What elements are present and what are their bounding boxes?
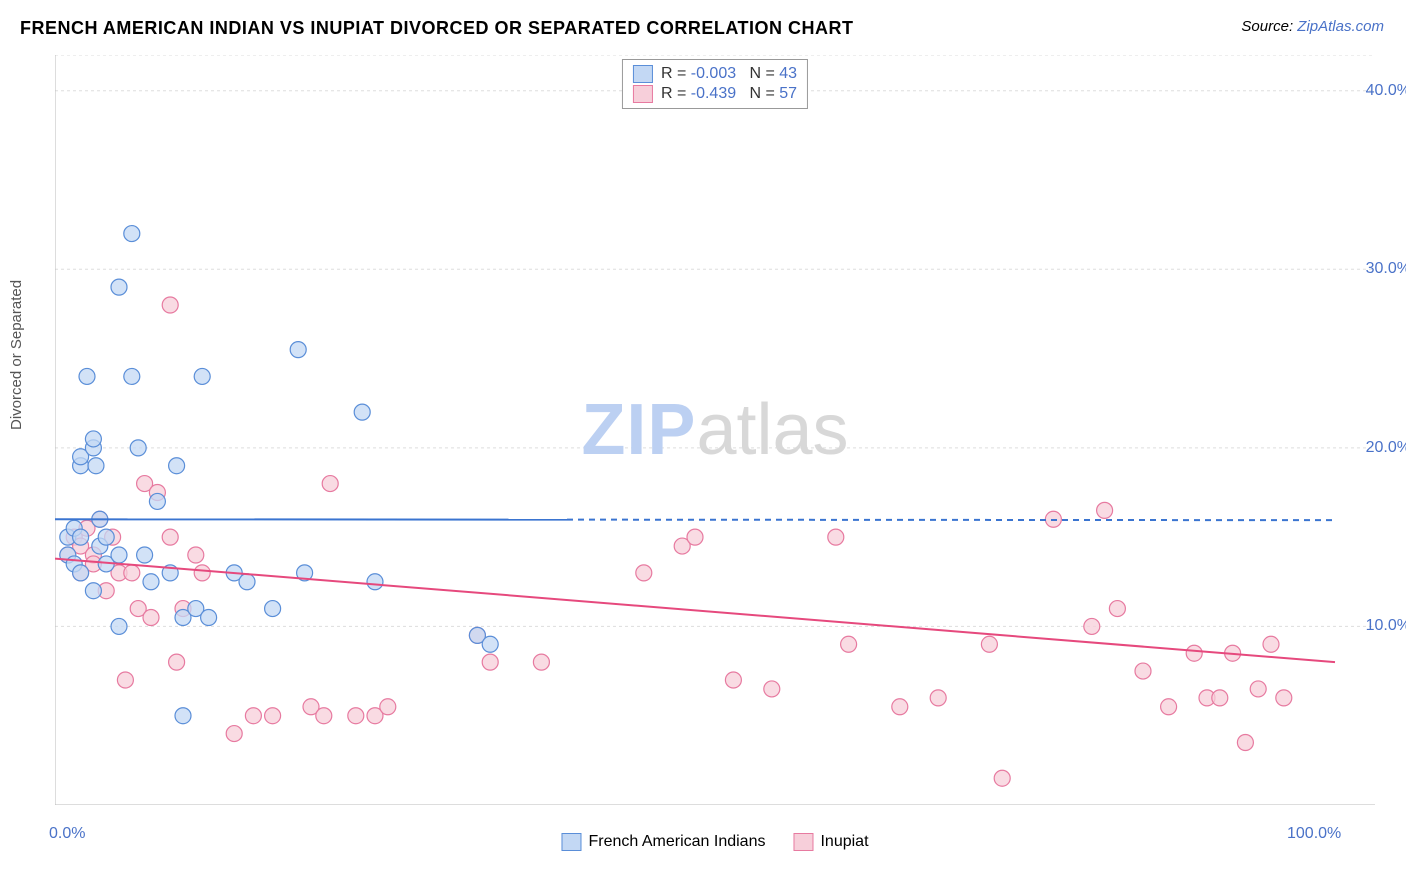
correlation-legend: R = -0.003 N = 43 R = -0.439 N = 57 bbox=[622, 59, 808, 109]
source-link[interactable]: ZipAtlas.com bbox=[1297, 18, 1384, 35]
legend-row: R = -0.439 N = 57 bbox=[633, 84, 797, 104]
legend-label: French American Indians bbox=[588, 833, 765, 851]
legend-swatch bbox=[633, 65, 653, 83]
legend-label: Inupiat bbox=[820, 833, 868, 851]
y-tick-label: 30.0% bbox=[1366, 260, 1406, 278]
legend-item: French American Indians bbox=[561, 833, 765, 851]
legend-stats: R = -0.003 N = 43 bbox=[661, 65, 797, 83]
plot-area: ZIPatlas R = -0.003 N = 43R = -0.439 N =… bbox=[55, 55, 1375, 805]
legend-item: Inupiat bbox=[793, 833, 868, 851]
source-label: Source: bbox=[1241, 18, 1293, 35]
chart-container: FRENCH AMERICAN INDIAN VS INUPIAT DIVORC… bbox=[0, 0, 1406, 892]
chart-title: FRENCH AMERICAN INDIAN VS INUPIAT DIVORC… bbox=[20, 18, 854, 39]
y-tick-label: 10.0% bbox=[1366, 617, 1406, 635]
y-tick-label: 40.0% bbox=[1366, 82, 1406, 100]
legend-swatch bbox=[793, 833, 813, 851]
series-legend: French American Indians Inupiat bbox=[561, 833, 868, 851]
scatter-plot-svg bbox=[55, 55, 1375, 805]
legend-stats: R = -0.439 N = 57 bbox=[661, 85, 797, 103]
legend-swatch bbox=[633, 85, 653, 103]
legend-row: R = -0.003 N = 43 bbox=[633, 64, 797, 84]
y-axis-label: Divorced or Separated bbox=[8, 280, 25, 430]
legend-swatch bbox=[561, 833, 581, 851]
source-attribution: Source: ZipAtlas.com bbox=[1241, 18, 1384, 35]
y-tick-label: 20.0% bbox=[1366, 439, 1406, 457]
